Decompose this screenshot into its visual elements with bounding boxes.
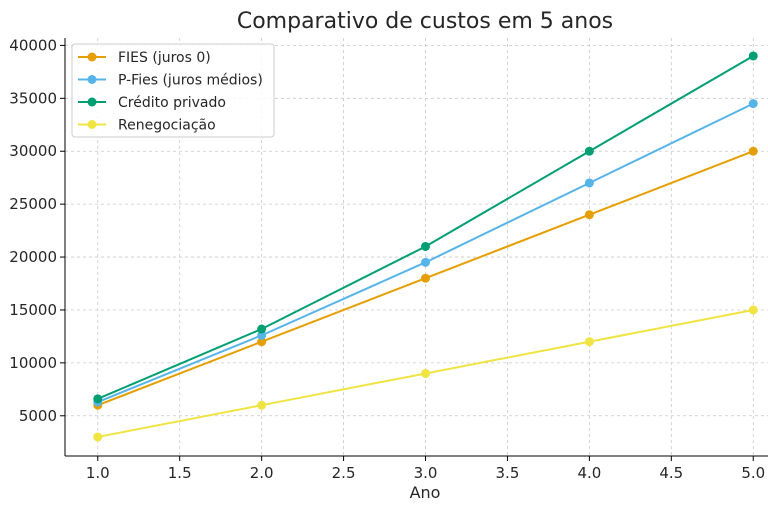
data-point [748,99,758,109]
legend-label: Renegociação [118,118,216,134]
legend-marker [87,75,97,84]
y-tick-label: 5000 [19,407,57,425]
legend: FIES (juros 0) P-Fies (juros médios) Crédi… [71,43,275,138]
x-tick-label: 5.0 [741,464,765,482]
x-tick-label: 4.5 [659,464,683,482]
x-tick-label: 2.0 [250,464,274,482]
data-point [584,210,594,220]
x-tick-label: 2.5 [332,464,356,482]
data-point [93,394,103,404]
data-point [421,257,431,267]
y-tick-label: 30000 [9,142,57,160]
legend-box [71,43,275,138]
x-tick-label: 3.0 [414,464,438,482]
data-point [93,432,103,442]
x-axis-label: Ano [410,483,441,502]
y-tick-label: 40000 [9,36,57,54]
data-point [748,51,758,61]
legend-marker [87,97,97,107]
legend-marker [87,52,97,62]
x-tick-label: 4.0 [577,464,601,482]
y-tick-label: 15000 [9,301,57,319]
y-tick-label: 20000 [9,248,57,266]
legend-label: Crédito privado [118,95,226,111]
data-point [748,305,758,315]
x-tick-label: 1.0 [86,464,110,482]
data-point [584,146,594,156]
data-point [584,337,594,347]
data-point [421,273,431,283]
data-point [257,330,267,340]
data-point [257,324,267,334]
chart-title: Comparativo de custos em 5 anos [237,9,613,34]
x-tick-label: 3.5 [496,464,520,482]
data-point [421,368,431,378]
y-tick-label: 10000 [9,354,57,372]
data-point [421,241,431,251]
data-point [257,337,267,347]
legend-label: FIES (juros 0) [118,50,211,66]
legend-label: P-Fies (juros médios) [118,73,263,89]
legend-marker [87,120,97,129]
data-point [748,146,758,156]
y-tick-label: 35000 [9,89,57,107]
data-point [584,178,594,188]
y-tick-label: 25000 [9,195,57,213]
x-tick-label: 1.5 [168,464,192,482]
data-point [257,400,267,410]
